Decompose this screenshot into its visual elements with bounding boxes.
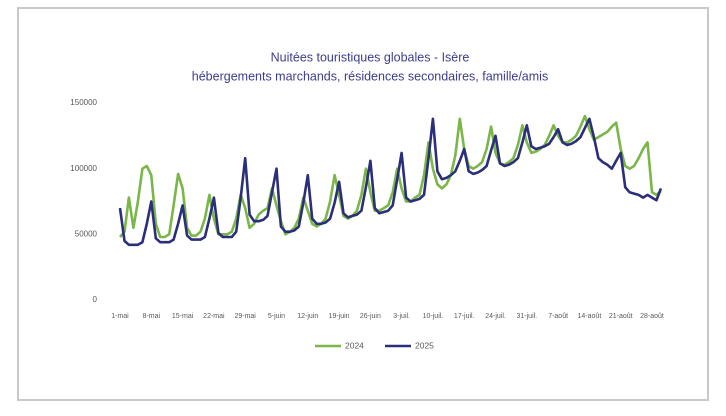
y-tick-label: 150000 [70,98,97,107]
y-tick-label: 50000 [75,229,98,238]
legend-label: 2025 [415,340,434,350]
y-tick-label: 100000 [70,164,97,173]
x-tick-label: 15-mai [172,313,194,320]
x-tick-label: 12-juin [297,313,318,320]
legend-label: 2024 [345,340,364,350]
x-tick-label: 29-mai [234,313,256,320]
x-tick-label: 3-juil. [393,313,410,320]
x-tick-label: 26-juin [360,313,381,320]
x-tick-label: 10-juil. [423,313,444,320]
chart-title: Nuitées touristiques globales - Isère [271,50,470,64]
series-line [118,117,663,247]
x-tick-label: 8-mai [143,313,161,320]
x-tick-label: 5-juin [268,313,285,320]
x-tick-label: 17-juil. [454,313,475,320]
series-line [119,114,662,239]
x-tick-label: 22-mai [203,313,225,320]
x-tick-label: 14-août [578,313,602,320]
y-tick-label: 0 [93,295,98,304]
x-tick-label: 24-juil. [485,313,506,320]
x-tick-label: 1-mai [111,313,129,320]
x-tick-label: 31-juil. [517,313,538,320]
chart-subtitle: hébergements marchands, résidences secon… [192,69,548,83]
x-tick-label: 19-juin [329,313,350,320]
x-tick-label: 28-août [640,313,664,320]
x-tick-label: 21-août [609,313,633,320]
x-tick-label: 7-août [548,313,568,320]
